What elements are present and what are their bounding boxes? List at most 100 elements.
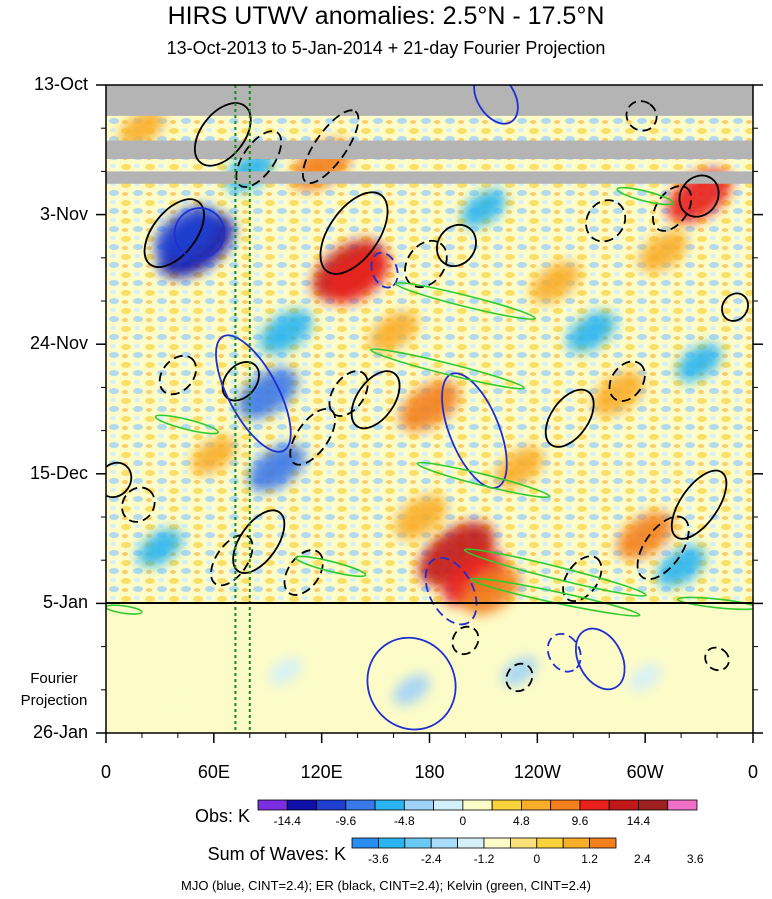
er-contour: [704, 646, 730, 672]
obs-colorbar-swatch: [286, 799, 317, 811]
obs-colorbar-swatch: [521, 799, 552, 811]
y-tick-label: 3-Nov: [39, 203, 88, 224]
obs-colorbar-tick-label: 0: [459, 814, 467, 828]
missing-data-band: [106, 171, 753, 184]
waves-colorbar-tick-label: 0: [533, 852, 541, 866]
er-contour: [652, 185, 693, 232]
anomaly-blob: [531, 262, 580, 303]
anomaly-blob: [162, 689, 194, 715]
anomaly-blob: [394, 495, 447, 539]
obs-colorbar-swatch: [403, 799, 435, 811]
anomaly-blob: [191, 436, 237, 474]
waves-colorbar-swatch: [589, 837, 617, 849]
waves-colorbar-swatch: [404, 837, 432, 849]
anomaly-blob: [461, 189, 506, 228]
anomaly-blob: [592, 371, 645, 416]
waves-colorbar-tick-label: -2.4: [420, 852, 442, 866]
x-tick-label: 0: [100, 762, 111, 782]
er-contour: [505, 662, 534, 693]
anomaly-blob: [676, 344, 722, 382]
obs-colorbar-label: Obs: K: [194, 806, 250, 826]
obs-colorbar-swatch: [257, 799, 288, 811]
kelvin-contour: [369, 348, 526, 390]
mjo-contour: [441, 372, 508, 489]
er-contour: [721, 292, 749, 322]
er-contour: [121, 486, 156, 523]
anomaly-blob: [325, 249, 390, 304]
obs-colorbar-swatch: [491, 799, 522, 811]
obs-colorbar-tick-label: 9.6: [571, 814, 589, 828]
anomaly-blob: [369, 311, 418, 353]
er-contour: [319, 191, 389, 275]
waves-colorbar-swatch: [351, 837, 379, 849]
anomaly-blob: [119, 109, 165, 147]
er-contour: [328, 370, 369, 417]
y-tick-label: 15-Dec: [29, 462, 88, 483]
anomaly-blob: [467, 639, 500, 667]
er-contour: [289, 407, 337, 466]
waves-colorbar-swatch: [536, 837, 564, 849]
obs-colorbar-tick-label: 4.8: [513, 814, 530, 828]
chart-subtitle: 13-Oct-2013 to 5-Jan-2014 + 21-day Fouri…: [166, 38, 606, 58]
y-tick-label: 26-Jan: [32, 722, 88, 742]
waves-colorbar-swatch: [430, 837, 459, 849]
er-contour: [404, 239, 448, 289]
kelvin-contour: [616, 186, 674, 206]
er-contour: [210, 534, 254, 587]
mjo-contour: [546, 632, 582, 673]
x-tick-label: 0: [747, 762, 758, 782]
waves-colorbar-tick-label: 2.4: [634, 852, 651, 866]
er-contour: [283, 549, 324, 596]
waves-colorbar-swatch: [457, 837, 485, 849]
obs-colorbar-tick-label: -14.4: [273, 814, 301, 828]
fourier-projection-label: Fourier Projection: [14, 668, 94, 712]
er-contour: [143, 198, 205, 268]
obs-colorbar-tick-label: -9.6: [335, 814, 357, 828]
y-tick-label: 13-Oct: [33, 74, 88, 94]
mjo-contour: [215, 334, 292, 453]
anomaly-blob: [502, 656, 537, 686]
obs-colorbar-swatch: [433, 799, 464, 811]
mjo-contour: [574, 627, 626, 691]
anomaly-blob: [656, 546, 706, 587]
waves-colorbar-tick-label: 1.2: [581, 852, 598, 866]
kelvin-contour: [154, 414, 220, 435]
anomaly-blob: [638, 231, 688, 272]
er-contour: [350, 370, 401, 430]
x-tick-label: 180: [414, 762, 445, 782]
obs-colorbar-tick-label: -4.8: [393, 814, 415, 828]
waves-colorbar-tick-label: 3.6: [686, 852, 704, 866]
mjo-contour: [473, 85, 519, 125]
er-contour: [232, 509, 286, 574]
missing-data-band: [106, 140, 753, 160]
mjo-contour: [366, 636, 457, 731]
anomaly-blob: [628, 663, 662, 692]
fourier-label-line1: Fourier: [30, 670, 78, 687]
chart-footer-legend: MJO (blue, CINT=2.4); ER (black, CINT=2.…: [181, 878, 591, 893]
kelvin-contour: [676, 596, 753, 611]
mjo-contour: [173, 207, 226, 260]
y-tick-label: 24-Nov: [29, 333, 88, 354]
anomaly-blob: [237, 368, 298, 419]
obs-colorbar-swatch: [667, 799, 698, 811]
er-contour: [670, 469, 728, 540]
anomaly-blob: [269, 657, 303, 685]
waves-colorbar-swatch: [377, 837, 406, 849]
kelvin-contour: [463, 548, 647, 597]
waves-colorbar-swatch: [483, 837, 511, 849]
er-contour: [106, 461, 133, 499]
chart-title: HIRS UTWV anomalies: 2.5°N - 17.5°N: [167, 2, 605, 30]
y-tick-label: 5-Jan: [42, 592, 88, 613]
fourier-label-line2: Projection: [20, 692, 88, 709]
waves-colorbar-label: Sum of Waves: K: [207, 844, 346, 864]
anomaly-blob: [567, 311, 616, 353]
er-contour: [235, 130, 283, 188]
er-contour: [544, 388, 595, 448]
obs-colorbar-swatch: [550, 799, 581, 811]
obs-colorbar-swatch: [462, 799, 493, 811]
waves-colorbar-tick-label: -3.6: [368, 852, 389, 866]
er-contour: [194, 102, 252, 167]
anomaly-blob: [137, 529, 183, 567]
er-contour: [435, 223, 477, 267]
waves-colorbar-swatch: [562, 837, 591, 849]
